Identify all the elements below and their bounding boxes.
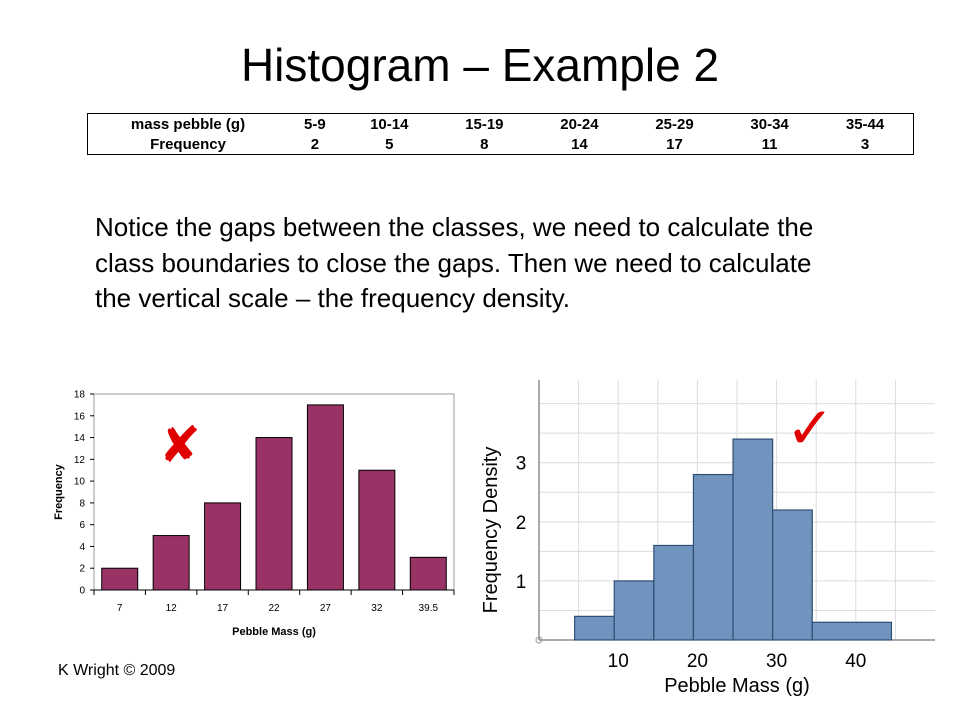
table-cell-class: 10-14 (370, 115, 409, 133)
table-cell-class: 15-19 (465, 115, 504, 133)
x-tick-label: 32 (371, 603, 383, 614)
table-cell-frequency: 14 (571, 135, 588, 153)
table-cell-frequency: 8 (480, 135, 489, 153)
y-tick-label: 14 (74, 433, 86, 444)
table-cell-class: 25-29 (655, 115, 694, 133)
table-cell-frequency: 17 (666, 135, 683, 153)
x-tick-label: 39.5 (419, 603, 439, 614)
y-tick-label: 16 (74, 411, 86, 422)
y-tick-label: 10 (74, 477, 86, 488)
histogram-bar (732, 438, 774, 641)
table-row: mass pebble (g) 5-9 10-14 15-19 20-24 25… (88, 114, 914, 135)
y-tick-label: 8 (79, 498, 85, 509)
y-tick-label: 2 (516, 513, 527, 534)
y-tick-label: 18 (74, 390, 86, 401)
frequency-table: mass pebble (g) 5-9 10-14 15-19 20-24 25… (87, 113, 914, 155)
x-tick-label: 12 (166, 603, 178, 614)
x-tick-label: 7 (117, 603, 123, 614)
x-tick-label: 17 (217, 603, 229, 614)
x-tick-label: 30 (766, 651, 787, 672)
table-cell-frequency: 2 (310, 135, 320, 153)
origin-marker (535, 636, 543, 644)
x-tick-label: 22 (268, 603, 280, 614)
y-tick-label: 3 (516, 454, 527, 475)
x-axis-label: Pebble Mass (g) (664, 675, 810, 697)
footer-credit: K Wright © 2009 (58, 662, 176, 679)
y-axis-label: Frequency (53, 463, 65, 520)
bar (358, 469, 396, 591)
y-tick-label: 2 (79, 564, 85, 575)
table-row-label: Frequency (150, 135, 226, 153)
table-cell-class: 35-44 (845, 115, 885, 133)
table-cell-class: 30-34 (750, 115, 789, 133)
y-tick-label: 12 (74, 455, 86, 466)
table-cell-frequency: 11 (761, 135, 778, 153)
bar (204, 502, 242, 591)
x-tick-label: 40 (845, 651, 866, 672)
x-tick-label: 10 (608, 651, 629, 672)
bar (255, 437, 293, 591)
histogram-bar (613, 580, 655, 641)
x-tick-label: 27 (320, 603, 332, 614)
histogram-bar (772, 509, 813, 641)
table-cell-class: 20-24 (560, 115, 599, 133)
table-cell-class: 5-9 (304, 115, 326, 133)
slide-title: Histogram – Example 2 (240, 39, 720, 91)
table-cell-frequency: 5 (385, 135, 394, 153)
table-row: Frequency 2 5 8 14 17 11 3 (88, 134, 914, 155)
histogram-bar (811, 621, 893, 641)
histogram-bar (692, 473, 734, 641)
check-mark-icon: ✓ (786, 396, 835, 461)
cross-mark-icon: ✘ (159, 417, 201, 473)
y-tick-label: 0 (79, 586, 85, 597)
bar (409, 556, 447, 591)
table-row-label: mass pebble (g) (130, 115, 246, 133)
explanation-text: Notice the gaps between the classes, we … (95, 212, 814, 313)
y-tick-label: 6 (79, 520, 85, 531)
histogram-bar (653, 544, 695, 641)
table-cell-frequency: 3 (860, 135, 870, 153)
bar (306, 404, 344, 591)
x-axis-label: Pebble Mass (g) (232, 626, 316, 638)
y-axis-label: Frequency Density (480, 447, 502, 614)
y-tick-label: 4 (79, 542, 85, 553)
y-tick-label: 1 (516, 572, 527, 593)
histogram-bar (574, 615, 615, 641)
x-tick-label: 20 (687, 651, 708, 672)
